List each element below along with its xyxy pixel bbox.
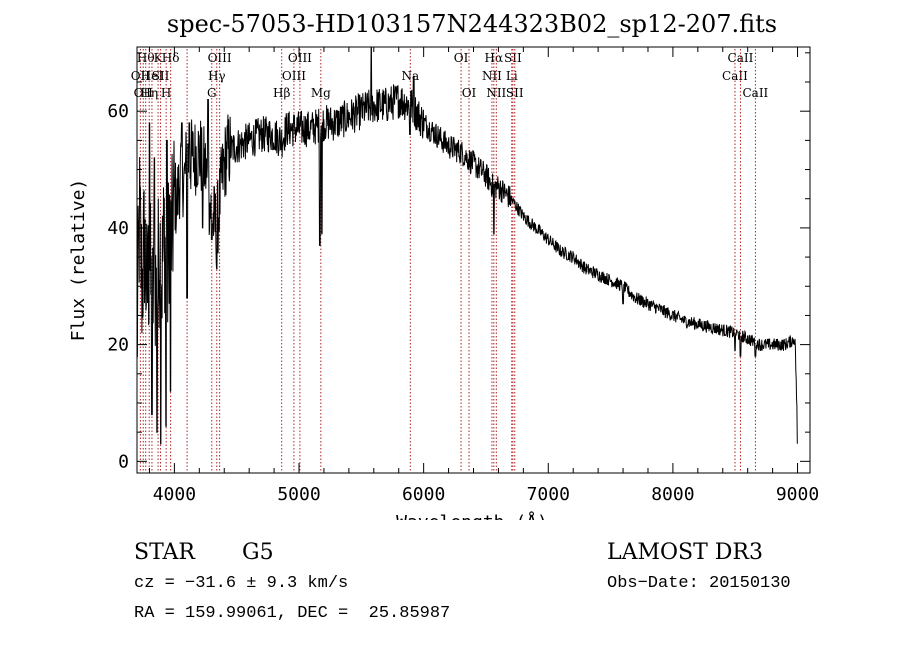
y-tick-label: 0 [118,451,129,472]
survey-name: LAMOST DR3 [607,540,763,565]
x-tick-label: 5000 [277,484,320,505]
line-marker-label: OII [134,86,154,100]
line-marker-label: Li [506,69,518,83]
object-subclass: G5 [242,540,274,565]
x-axis-label: Wavelength (Å) [396,511,548,520]
line-marker-label: K [154,51,164,65]
line-marker-label: OIII [288,51,312,65]
line-marker-label: Mg [311,86,331,100]
spectrum-chart: spec-57053-HD103157N244323B02_sp12-207.f… [68,10,819,520]
line-marker-label: OI [462,86,477,100]
line-marker-label: Na [401,69,419,83]
redshift-text: cz = −31.6 ± 9.3 km/s [134,574,349,593]
coordinates-text: RA = 159.99061, DEC = 25.85987 [134,604,451,623]
object-class: STAR [134,540,195,565]
y-tick-label: 60 [107,101,129,122]
line-marker-label: SII [506,86,524,100]
x-tick-label: 7000 [527,484,570,505]
line-marker-label: SII [152,69,170,83]
line-markers: OII OII Hθ Hη HeI K SII H Hδ G Hγ OIII Hβ OIII OIII Mg N… [131,49,769,473]
axis-ticks: 4000 5000 6000 7000 8000 9000 0 20 40 60 [107,47,819,505]
line-marker-label: OII [131,69,151,83]
line-marker-label: OIII [208,51,232,65]
y-axis-label: Flux (relative) [68,179,89,342]
flux-series-line [136,46,798,445]
line-marker-label: Hθ [137,51,155,65]
line-marker-label: NII [482,69,502,83]
line-marker-label: NII [486,86,506,100]
y-tick-label: 20 [107,335,129,356]
line-marker-label: OI [454,51,469,65]
x-tick-label: 9000 [776,484,819,505]
line-marker-label: SII [504,51,522,65]
line-marker-label: Hβ [273,86,290,100]
x-tick-label: 8000 [651,484,694,505]
obs-date-text: Obs−Date: 20150130 [607,574,791,593]
line-marker-label: OIII [282,69,306,83]
line-marker-label: Hα [485,51,504,65]
line-marker-label: CaII [728,51,754,65]
x-tick-label: 4000 [153,484,196,505]
y-tick-label: 40 [107,218,129,239]
chart-title: spec-57053-HD103157N244323B02_sp12-207.f… [167,10,777,38]
line-marker-label: Hη [140,86,158,100]
line-marker-label: CaII [722,69,748,83]
plot-frame [136,46,811,474]
line-marker-label: HeI [141,69,164,83]
line-marker-label: Hδ [162,51,180,65]
line-marker-label: H [161,86,171,100]
x-tick-label: 6000 [402,484,445,505]
line-marker-label: Hγ [208,69,226,83]
line-marker-label: CaII [742,86,768,100]
line-marker-label: G [207,86,217,100]
